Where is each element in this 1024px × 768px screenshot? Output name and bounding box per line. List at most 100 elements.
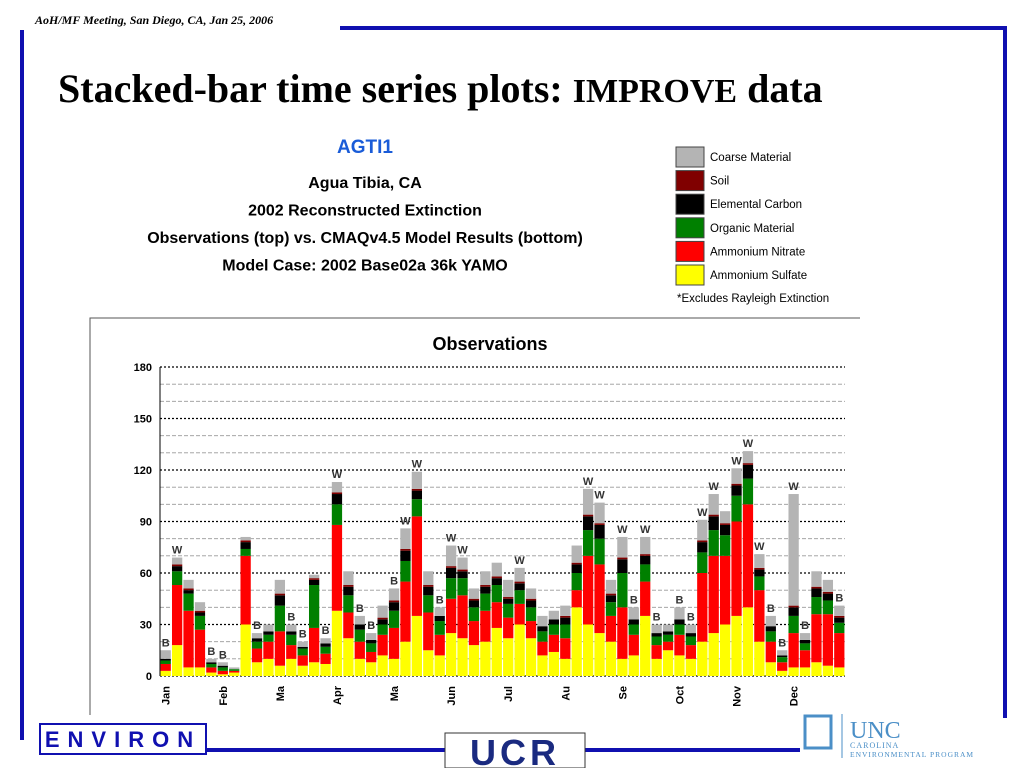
bar-segment bbox=[594, 538, 605, 565]
bar-segment bbox=[594, 524, 605, 539]
bar-segment bbox=[354, 641, 365, 659]
bar-segment bbox=[662, 634, 674, 642]
bar-segment bbox=[434, 621, 445, 635]
bar-segment bbox=[194, 629, 206, 668]
flag-label: B bbox=[778, 637, 786, 649]
bar-segment bbox=[605, 579, 617, 594]
bar-segment bbox=[582, 555, 594, 625]
flag-label: B bbox=[687, 612, 695, 624]
bar-segment bbox=[491, 627, 502, 676]
flag-label: B bbox=[390, 575, 398, 587]
bar-segment bbox=[445, 633, 457, 676]
bar-segment bbox=[548, 634, 560, 652]
bar-segment bbox=[388, 602, 400, 611]
bar-segment bbox=[651, 624, 662, 634]
chart-subtitle: Model Case: 2002 Base02a 36k YAMO bbox=[222, 258, 508, 275]
bar-segment bbox=[297, 646, 308, 649]
bar-segment bbox=[308, 662, 320, 676]
flag-label: B bbox=[207, 646, 215, 658]
bar-segment bbox=[343, 612, 354, 639]
y-tick-label: 120 bbox=[134, 465, 152, 477]
legend-label: Ammonium Nitrate bbox=[710, 246, 805, 258]
meeting-header: AoH/MF Meeting, San Diego, CA, Jan 25, 2… bbox=[34, 13, 273, 27]
chart-subtitle: Observations (top) vs. CMAQv4.5 Model Re… bbox=[147, 230, 583, 247]
bar-segment bbox=[788, 615, 799, 634]
bar-segment bbox=[411, 615, 423, 676]
bar-segment bbox=[525, 600, 537, 608]
bar-segment bbox=[822, 614, 834, 666]
legend-swatch bbox=[675, 264, 705, 286]
bar-segment bbox=[274, 595, 286, 606]
flag-label: W bbox=[640, 524, 651, 536]
bar-segment bbox=[571, 590, 582, 608]
bar-segment bbox=[468, 588, 480, 599]
bar-segment bbox=[366, 643, 377, 652]
bar-segment bbox=[811, 597, 822, 615]
bar-segment bbox=[605, 615, 617, 642]
legend-label: Elemental Carbon bbox=[710, 199, 802, 211]
bar-segment bbox=[811, 614, 822, 663]
bar-segment bbox=[788, 605, 799, 608]
bar-segment bbox=[788, 607, 799, 616]
bar-segment bbox=[423, 612, 434, 651]
y-tick-label: 30 bbox=[140, 620, 152, 632]
bar-segment bbox=[651, 633, 662, 637]
bar-segment bbox=[674, 607, 685, 620]
bar-segment bbox=[206, 672, 217, 676]
bar-segment bbox=[674, 655, 685, 676]
bar-segment bbox=[765, 662, 776, 676]
bar-segment bbox=[457, 638, 468, 676]
flag-label: W bbox=[731, 455, 742, 467]
bar-segment bbox=[822, 665, 834, 676]
bar-segment bbox=[754, 554, 765, 568]
bar-segment bbox=[811, 586, 822, 589]
flag-label: W bbox=[583, 476, 594, 488]
bar-segment bbox=[697, 540, 708, 543]
x-tick-label: Jul bbox=[503, 686, 515, 702]
bar-segment bbox=[320, 653, 331, 664]
slide-title: Stacked-bar time series plots: IMPROVE d… bbox=[58, 66, 823, 111]
bar-segment bbox=[834, 622, 845, 634]
bar-segment bbox=[183, 588, 194, 591]
flag-label: W bbox=[332, 469, 343, 481]
bar-segment bbox=[400, 550, 411, 561]
legend-label: Coarse Material bbox=[710, 152, 791, 164]
bar-segment bbox=[308, 627, 320, 663]
bar-segment bbox=[457, 569, 468, 572]
bar-segment bbox=[514, 581, 525, 584]
bar-segment bbox=[548, 651, 560, 676]
bar-segment bbox=[263, 631, 274, 635]
x-tick-label: Ma bbox=[275, 685, 287, 701]
bar-segment bbox=[320, 646, 331, 654]
bar-segment bbox=[834, 633, 845, 668]
bar-segment bbox=[434, 615, 445, 622]
bar-segment bbox=[457, 571, 468, 579]
bar-segment bbox=[719, 523, 731, 525]
bar-segment bbox=[263, 634, 274, 642]
bar-segment bbox=[788, 667, 799, 676]
bar-segment bbox=[662, 650, 674, 676]
bar-segment bbox=[731, 483, 742, 486]
bar-segment bbox=[640, 564, 651, 582]
environ-text: ENVIRON bbox=[45, 727, 201, 752]
bar-segment bbox=[480, 641, 491, 676]
flag-label: B bbox=[835, 593, 843, 605]
bar-segment bbox=[468, 645, 480, 676]
bar-segment bbox=[799, 633, 811, 640]
bar-segment bbox=[229, 672, 240, 676]
bar-segment bbox=[697, 519, 708, 541]
bar-segment bbox=[217, 665, 228, 668]
bar-segment bbox=[662, 624, 674, 632]
bar-segment bbox=[297, 641, 308, 647]
y-tick-label: 60 bbox=[140, 568, 152, 580]
bar-segment bbox=[251, 633, 263, 639]
bar-segment bbox=[366, 651, 377, 663]
bar-segment bbox=[354, 629, 365, 642]
bar-segment bbox=[445, 567, 457, 579]
bar-segment bbox=[388, 588, 400, 601]
bar-segment bbox=[183, 590, 194, 594]
bar-segment bbox=[423, 650, 434, 676]
unc-sub2: ENVIRONMENTAL PROGRAM bbox=[850, 750, 974, 759]
bar-segment bbox=[400, 548, 411, 551]
